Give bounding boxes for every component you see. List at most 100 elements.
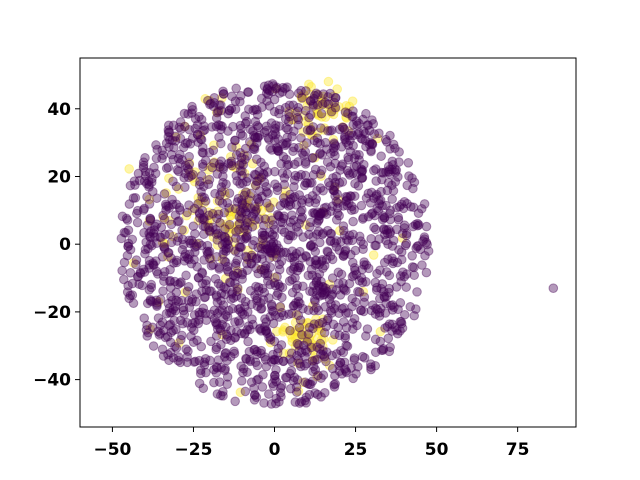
data-point-class-1 bbox=[302, 101, 312, 111]
data-point-class-0 bbox=[221, 334, 232, 345]
data-point-class-0 bbox=[287, 210, 297, 220]
data-point-class-0 bbox=[346, 191, 356, 202]
data-point-class-0 bbox=[276, 340, 287, 350]
data-point-class-0 bbox=[267, 248, 277, 258]
data-point-class-1 bbox=[263, 203, 274, 213]
data-point-class-0 bbox=[276, 380, 287, 391]
data-point-class-0 bbox=[167, 135, 178, 146]
data-point-class-0 bbox=[327, 254, 338, 265]
data-point-class-0 bbox=[254, 214, 264, 224]
data-point-class-0 bbox=[201, 279, 211, 289]
data-point-class-0 bbox=[337, 177, 348, 187]
data-point-class-1 bbox=[326, 105, 336, 115]
data-point-class-0 bbox=[385, 227, 396, 237]
data-point-class-0 bbox=[168, 325, 178, 336]
data-point-class-0 bbox=[327, 273, 338, 283]
data-point-class-0 bbox=[188, 238, 199, 248]
x-tick-label: 75 bbox=[506, 440, 530, 460]
data-point-class-0 bbox=[367, 208, 378, 218]
data-point-class-0 bbox=[318, 263, 328, 274]
data-point-class-0 bbox=[318, 228, 328, 239]
data-point-class-0 bbox=[287, 131, 297, 142]
data-point-class-0 bbox=[161, 205, 171, 215]
data-point-class-0 bbox=[305, 125, 315, 136]
data-point-class-0 bbox=[237, 170, 247, 181]
data-point-class-0 bbox=[339, 133, 350, 143]
data-point-class-0 bbox=[356, 133, 366, 144]
data-point-class-0 bbox=[277, 168, 288, 178]
data-point-class-0 bbox=[284, 89, 295, 100]
data-point-class-0 bbox=[230, 96, 241, 106]
data-point-class-0 bbox=[275, 200, 286, 211]
data-point-class-0 bbox=[270, 123, 281, 134]
data-point-class-0 bbox=[330, 92, 341, 103]
data-point-class-0 bbox=[243, 87, 253, 97]
data-point-class-0 bbox=[186, 108, 197, 118]
data-point-class-0 bbox=[290, 272, 300, 283]
data-point-class-0 bbox=[341, 191, 351, 202]
data-point-class-0 bbox=[145, 232, 156, 243]
data-point-class-0 bbox=[318, 350, 328, 360]
data-point-class-0 bbox=[324, 294, 335, 305]
data-point-class-0 bbox=[230, 271, 241, 282]
data-point-class-0 bbox=[412, 241, 423, 252]
data-point-class-0 bbox=[288, 193, 298, 203]
data-point-class-0 bbox=[338, 201, 349, 211]
data-point-class-0 bbox=[245, 355, 255, 365]
data-point-class-0 bbox=[249, 169, 260, 180]
data-point-class-1 bbox=[266, 212, 276, 223]
data-point-class-0 bbox=[283, 124, 293, 135]
data-point-class-0 bbox=[236, 152, 247, 163]
data-point-class-0 bbox=[196, 114, 207, 125]
data-point-class-1 bbox=[302, 318, 312, 328]
data-point-class-1 bbox=[232, 226, 243, 236]
data-point-class-1 bbox=[333, 195, 344, 205]
data-point-class-0 bbox=[272, 271, 282, 282]
data-point-class-0 bbox=[207, 162, 218, 173]
data-point-class-0 bbox=[271, 376, 282, 387]
data-point-class-0 bbox=[194, 355, 205, 366]
data-point-class-0 bbox=[250, 206, 261, 217]
data-point-class-0 bbox=[293, 262, 304, 273]
data-point-class-0 bbox=[330, 379, 341, 389]
data-point-class-1 bbox=[329, 104, 340, 115]
data-point-class-0 bbox=[287, 308, 297, 319]
data-point-class-0 bbox=[261, 325, 272, 335]
data-point-class-0 bbox=[218, 314, 229, 324]
data-point-class-0 bbox=[282, 132, 292, 143]
data-point-class-0 bbox=[163, 248, 173, 258]
data-point-class-0 bbox=[257, 102, 267, 112]
data-point-class-0 bbox=[184, 200, 194, 210]
data-point-class-0 bbox=[291, 283, 302, 294]
data-point-class-0 bbox=[308, 280, 319, 291]
data-point-class-0 bbox=[349, 313, 360, 324]
data-point-class-0 bbox=[226, 335, 236, 346]
data-point-class-0 bbox=[339, 249, 350, 260]
data-point-class-0 bbox=[343, 236, 354, 246]
data-point-class-1 bbox=[219, 187, 230, 197]
data-point-class-0 bbox=[317, 256, 327, 267]
data-point-class-0 bbox=[270, 126, 280, 137]
data-point-class-0 bbox=[379, 224, 390, 235]
data-point-class-0 bbox=[412, 287, 422, 297]
data-point-class-0 bbox=[184, 151, 194, 162]
data-point-class-0 bbox=[230, 278, 240, 289]
data-point-class-0 bbox=[409, 177, 420, 188]
data-point-class-0 bbox=[266, 118, 277, 128]
data-point-class-0 bbox=[271, 83, 282, 94]
data-point-class-0 bbox=[248, 105, 258, 116]
data-point-class-0 bbox=[296, 198, 307, 208]
data-point-class-0 bbox=[380, 229, 390, 240]
data-point-class-0 bbox=[401, 238, 412, 249]
data-point-class-0 bbox=[294, 340, 304, 350]
data-point-class-0 bbox=[285, 325, 295, 336]
data-point-class-0 bbox=[273, 288, 283, 298]
data-point-class-0 bbox=[250, 201, 260, 212]
data-point-class-0 bbox=[224, 105, 235, 115]
data-point-class-0 bbox=[312, 218, 322, 228]
data-point-class-0 bbox=[334, 330, 345, 341]
data-point-class-0 bbox=[216, 362, 226, 373]
data-point-class-0 bbox=[270, 280, 281, 291]
data-point-class-1 bbox=[308, 345, 319, 356]
data-point-class-0 bbox=[231, 291, 242, 301]
